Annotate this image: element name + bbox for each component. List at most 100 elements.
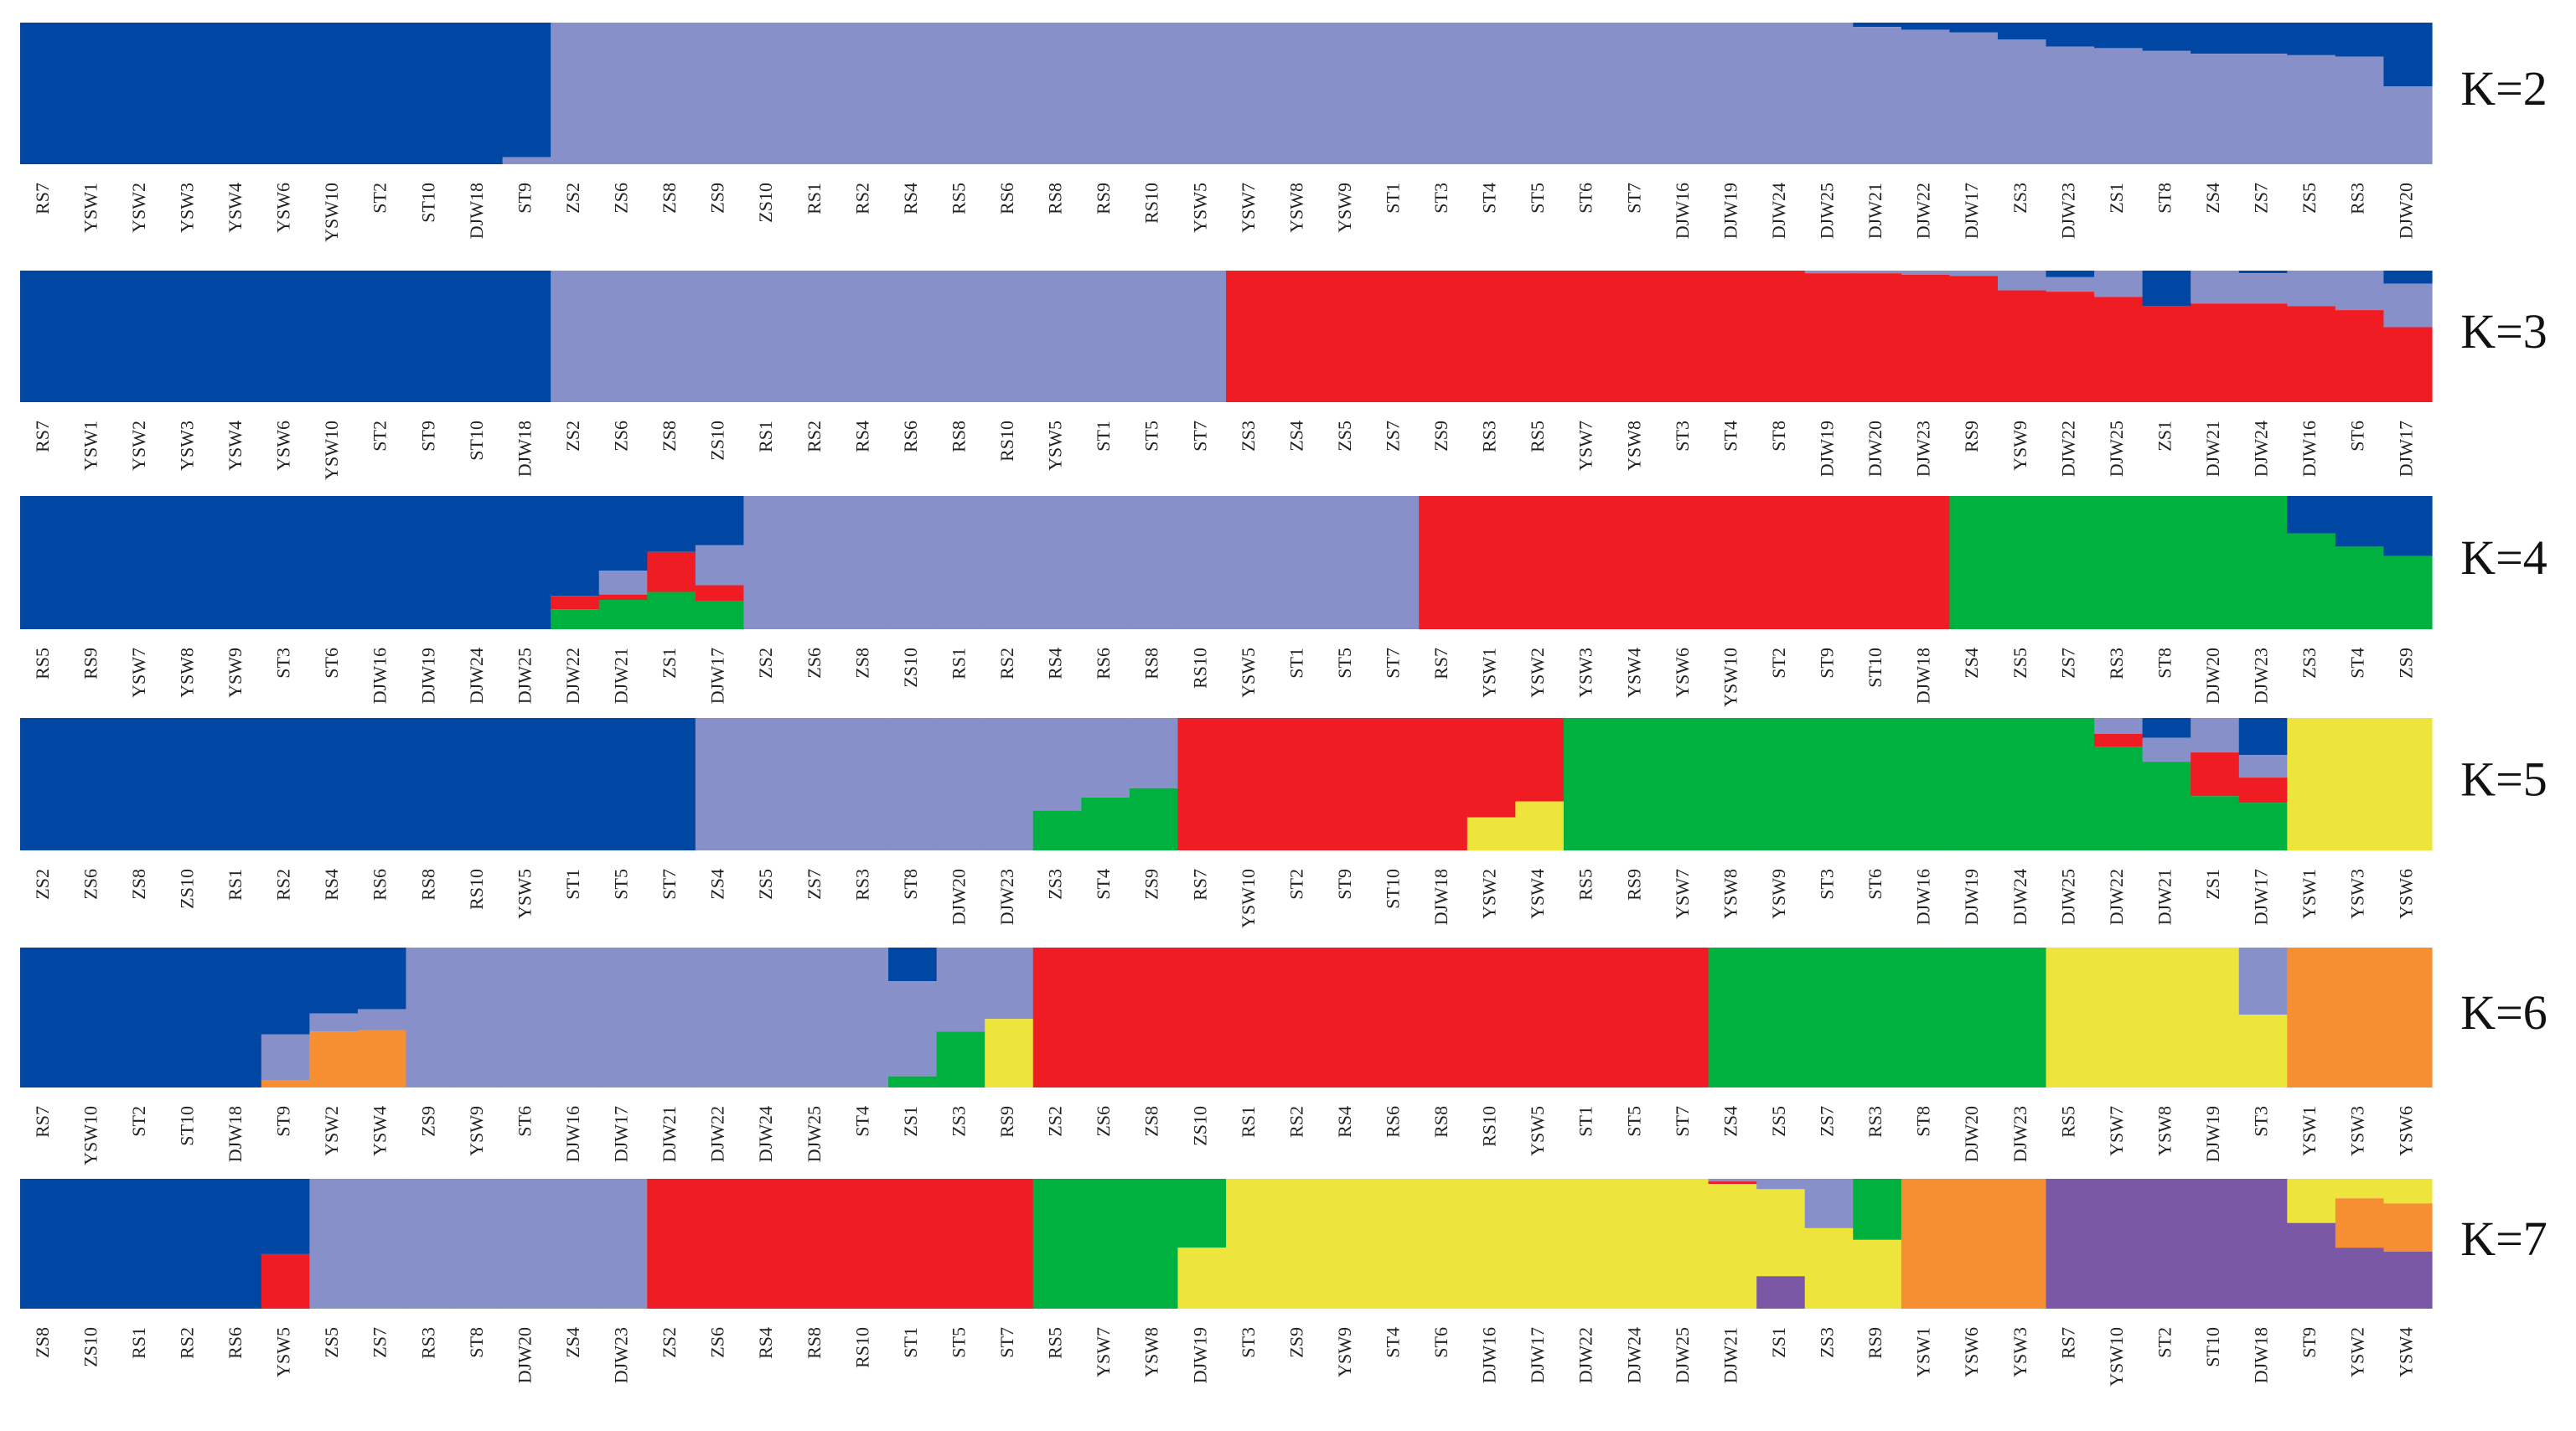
x-tick-label: DJW19 — [1720, 183, 1741, 239]
bar-segment — [164, 948, 214, 1087]
bar-segment — [2335, 1248, 2385, 1309]
bar-segment — [116, 496, 166, 629]
bar-segment — [2238, 948, 2288, 1015]
x-tick-label: YSW5 — [1189, 183, 1210, 233]
x-tick-label: ZS10 — [707, 421, 728, 461]
bar-segment — [261, 1080, 310, 1087]
x-tick-label: ST2 — [2154, 1327, 2175, 1358]
x-tick-label: RS5 — [2057, 1106, 2078, 1138]
x-tick-label: YSW9 — [1768, 869, 1789, 919]
x-tick-label: YSW10 — [321, 183, 342, 242]
bar-segment — [357, 1009, 407, 1031]
x-tick-label: DJW23 — [2057, 183, 2078, 239]
bar-segment — [2142, 271, 2191, 307]
bar-segment — [598, 718, 648, 850]
x-tick-label: DJW16 — [562, 1106, 583, 1162]
bar-segment — [647, 718, 696, 850]
x-tick-label: ZS1 — [2202, 869, 2223, 900]
bar-segment — [551, 948, 600, 1087]
bar-segment — [695, 1179, 744, 1309]
k-label: K=3 — [2460, 304, 2548, 359]
bar-segment — [1611, 496, 1661, 629]
bar-segment — [261, 948, 310, 1035]
bar-segment — [2142, 718, 2191, 738]
x-tick-label: ST7 — [1672, 1106, 1693, 1137]
bar-segment — [647, 551, 696, 592]
bar-segment — [985, 1179, 1034, 1309]
x-tick-label: ST7 — [1383, 648, 1404, 679]
bar-segment — [164, 496, 214, 629]
x-tick-label: DJW17 — [2395, 421, 2416, 477]
x-tick-label: ST10 — [1383, 869, 1404, 909]
x-tick-label: YSW10 — [2106, 1327, 2127, 1387]
bar-segment — [551, 596, 600, 610]
x-tick-label: ZS1 — [2106, 183, 2127, 214]
bar-segment — [1708, 1184, 1757, 1309]
x-tick-label: YSW10 — [80, 1106, 101, 1165]
bar-segment — [1660, 496, 1710, 629]
x-tick-label: ST3 — [1817, 869, 1838, 900]
bar-segment — [1901, 29, 1950, 165]
bar-segment — [985, 496, 1034, 629]
bar-segment — [598, 23, 648, 164]
bar-segment — [213, 23, 262, 164]
x-tick-label: ZS5 — [755, 869, 776, 900]
x-tick-label: RS9 — [1961, 421, 1982, 452]
x-tick-label: ZS7 — [2251, 183, 2272, 214]
x-tick-label: DJW18 — [225, 1106, 246, 1162]
bar-segment — [1032, 948, 1082, 1087]
bar-segment — [2191, 271, 2240, 304]
bar-segment — [2094, 746, 2144, 850]
x-tick-label: DJW20 — [1961, 1106, 1982, 1162]
bar-segment — [2335, 1179, 2385, 1199]
x-tick-label: DJW22 — [707, 1106, 728, 1162]
bar-segment — [1949, 271, 1999, 276]
x-tick-label: DJW19 — [1189, 1327, 1210, 1383]
x-tick-label: ST4 — [1383, 1327, 1404, 1358]
x-tick-label: RS10 — [996, 421, 1017, 462]
bar-segment — [2335, 23, 2385, 57]
bar-segment — [743, 271, 793, 402]
bar-segment — [2142, 948, 2191, 1087]
x-tick-label: DJW18 — [1913, 648, 1934, 704]
bar-segment — [261, 1179, 310, 1254]
bar-segment — [2094, 718, 2144, 734]
x-tick-label: RS2 — [851, 183, 872, 214]
bar-segment — [2046, 496, 2095, 629]
bar-segment — [1322, 948, 1372, 1087]
x-tick-label: ST5 — [1141, 421, 1162, 452]
bar-segment — [2142, 1179, 2191, 1309]
bar-segment — [1853, 27, 1902, 164]
bar-segment — [2046, 23, 2095, 47]
bar-segment — [1226, 948, 1275, 1087]
x-tick-label: DJW22 — [1575, 1327, 1596, 1383]
bar-segment — [406, 1179, 455, 1309]
x-tick-label: RS5 — [1575, 869, 1596, 901]
x-tick-label: ZS3 — [1238, 421, 1259, 452]
bar-segment — [1032, 1179, 1082, 1309]
bar-segment — [888, 1076, 938, 1087]
x-tick-label: DJW25 — [2106, 421, 2127, 477]
x-tick-label: DJW18 — [2251, 1327, 2272, 1383]
bar-segment — [840, 271, 889, 402]
bar-segment — [2094, 23, 2144, 49]
bar-segment — [647, 592, 696, 629]
x-tick-label: YSW4 — [1623, 648, 1644, 698]
bar-segment — [2335, 496, 2385, 547]
x-tick-label: YSW3 — [177, 183, 198, 233]
bar-segment — [2046, 271, 2095, 277]
x-tick-label: YSW4 — [225, 183, 246, 233]
bar-segment — [551, 496, 600, 597]
x-tick-label: RS8 — [1141, 648, 1162, 679]
bar-segment — [454, 496, 504, 629]
bar-segment — [2094, 1179, 2144, 1309]
x-tick-label: ST5 — [1334, 648, 1355, 679]
bar-segment — [936, 271, 985, 402]
x-tick-label: YSW9 — [1334, 1327, 1355, 1377]
bar-segment — [791, 496, 841, 629]
x-tick-label: ZS8 — [128, 869, 149, 900]
bar-segment — [1419, 948, 1468, 1087]
bar-segment — [20, 948, 70, 1087]
x-tick-label: YSW8 — [177, 648, 198, 698]
x-tick-label: YSW6 — [273, 183, 294, 233]
